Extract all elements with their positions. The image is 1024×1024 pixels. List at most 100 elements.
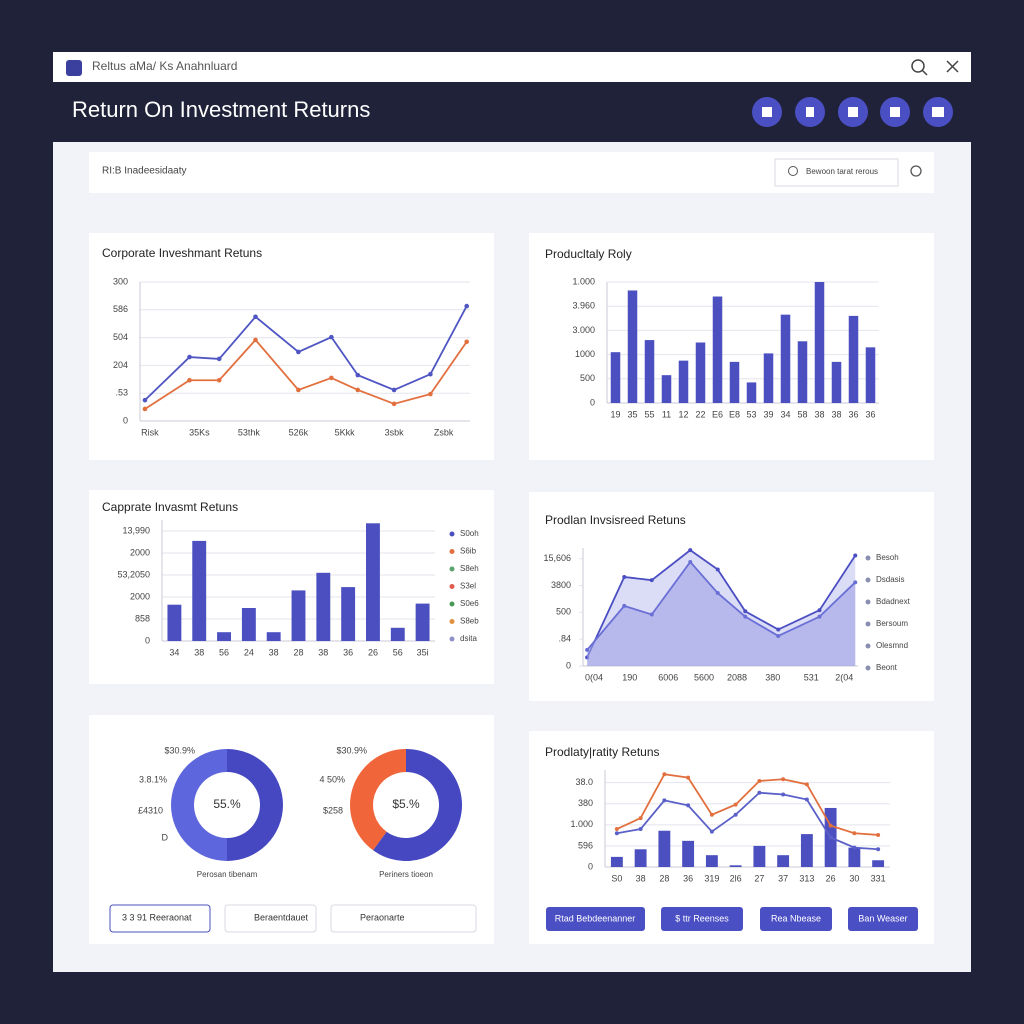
action-button[interactable]: [330, 904, 477, 933]
chart-title: Capprate Invasmt Retuns: [102, 500, 238, 514]
legend-label: Olesmnd: [876, 641, 908, 650]
button-label: $ ttr Reenses: [675, 913, 729, 923]
point: [391, 387, 397, 393]
x-tick-label: 190: [622, 672, 637, 682]
bar: [241, 608, 256, 641]
y-tick-label: 38.0: [575, 777, 593, 787]
close-button[interactable]: [946, 60, 959, 73]
y-tick-label: 858: [135, 613, 150, 623]
point: [757, 790, 762, 795]
x-tick-label: 12: [678, 409, 688, 419]
x-tick-label: 331: [871, 873, 886, 883]
y-tick-label: 204: [113, 360, 128, 370]
x-tick-label: 38: [194, 647, 204, 657]
donut-slice: [171, 749, 227, 861]
chart-title: Corporate Inveshmant Retuns: [102, 246, 262, 260]
y-tick-label: 0: [123, 415, 128, 425]
action-button[interactable]: [109, 904, 211, 933]
point: [638, 816, 643, 821]
action-button[interactable]: [546, 907, 645, 931]
bar: [610, 856, 623, 867]
legend-label: S0oh: [460, 529, 479, 538]
x-tick-label: 36: [683, 873, 693, 883]
bar: [848, 847, 861, 867]
point: [828, 823, 833, 828]
point: [743, 609, 748, 614]
point: [776, 627, 781, 632]
x-tick-label: E8: [729, 409, 740, 419]
legend-label: Bersoum: [876, 619, 908, 628]
x-tick-label: 39: [763, 409, 773, 419]
area: [587, 561, 856, 666]
legend-swatch: [449, 601, 455, 607]
y-tick-label: 1.000: [570, 819, 593, 829]
point: [709, 812, 714, 817]
x-tick-label: 313: [799, 873, 814, 883]
point: [781, 792, 786, 797]
search-icon[interactable]: [910, 165, 922, 177]
x-tick-label: 26: [368, 647, 378, 657]
x-tick-label: 2l6: [730, 873, 742, 883]
bar: [167, 604, 182, 641]
legend-label: dsita: [460, 634, 477, 643]
search-box[interactable]: [774, 158, 899, 187]
donut-label: £4310: [138, 805, 163, 815]
donut-label: $258: [323, 805, 343, 815]
legend-label: S0e6: [460, 599, 479, 608]
action-button[interactable]: [224, 904, 317, 933]
x-tick-label: S0: [611, 873, 622, 883]
bar: [316, 572, 331, 641]
point: [686, 803, 691, 808]
donut-slice: [227, 749, 283, 861]
legend-swatch: [449, 549, 455, 554]
bar: [763, 353, 774, 403]
bar: [661, 375, 672, 403]
legend-label: S6ib: [460, 547, 477, 556]
point: [329, 334, 334, 340]
bar: [627, 290, 638, 403]
point: [622, 574, 627, 579]
legend-swatch: [449, 531, 455, 537]
legend-label: Beont: [876, 663, 898, 672]
donut-slice: [350, 749, 406, 851]
point: [355, 387, 361, 393]
bar: [341, 587, 356, 641]
bar: [814, 282, 825, 403]
x-tick-label: 36: [343, 647, 353, 657]
bar: [366, 523, 380, 641]
donut-label: 4 50%: [319, 774, 345, 784]
bar: [682, 840, 695, 867]
x-tick-label: 11: [662, 409, 671, 419]
bar: [610, 352, 621, 403]
legend-swatch: [449, 584, 455, 589]
x-tick-label: 53: [746, 409, 756, 419]
point: [757, 778, 762, 783]
donut-label: D: [162, 832, 169, 842]
action-button[interactable]: [760, 907, 832, 931]
point: [142, 406, 148, 412]
x-tick-label: 19: [610, 409, 620, 419]
legend-swatch: [449, 636, 455, 642]
point: [688, 559, 693, 564]
x-tick-label: 36: [848, 409, 858, 419]
search-icon[interactable]: [911, 59, 925, 73]
y-tick-label: 15,606: [543, 553, 571, 563]
x-tick-label: 37: [778, 873, 788, 883]
x-tick-label: 28: [659, 873, 669, 883]
point: [733, 802, 738, 807]
donut-label: $30.9%: [336, 745, 367, 755]
x-tick-label: 35i: [417, 647, 429, 657]
bar: [780, 314, 791, 403]
y-tick-label: 0: [145, 635, 150, 645]
x-tick-label: 35Ks: [189, 427, 210, 437]
action-button[interactable]: [661, 907, 743, 931]
point: [853, 553, 858, 558]
toolbar-label: RI:B Inadeesidaaty: [102, 166, 187, 177]
point: [187, 354, 192, 360]
y-tick-label: 3.000: [572, 325, 595, 335]
point: [464, 339, 470, 345]
icon-glyph: [848, 107, 858, 117]
action-button[interactable]: [848, 907, 918, 931]
x-tick-label: 55: [644, 409, 654, 419]
